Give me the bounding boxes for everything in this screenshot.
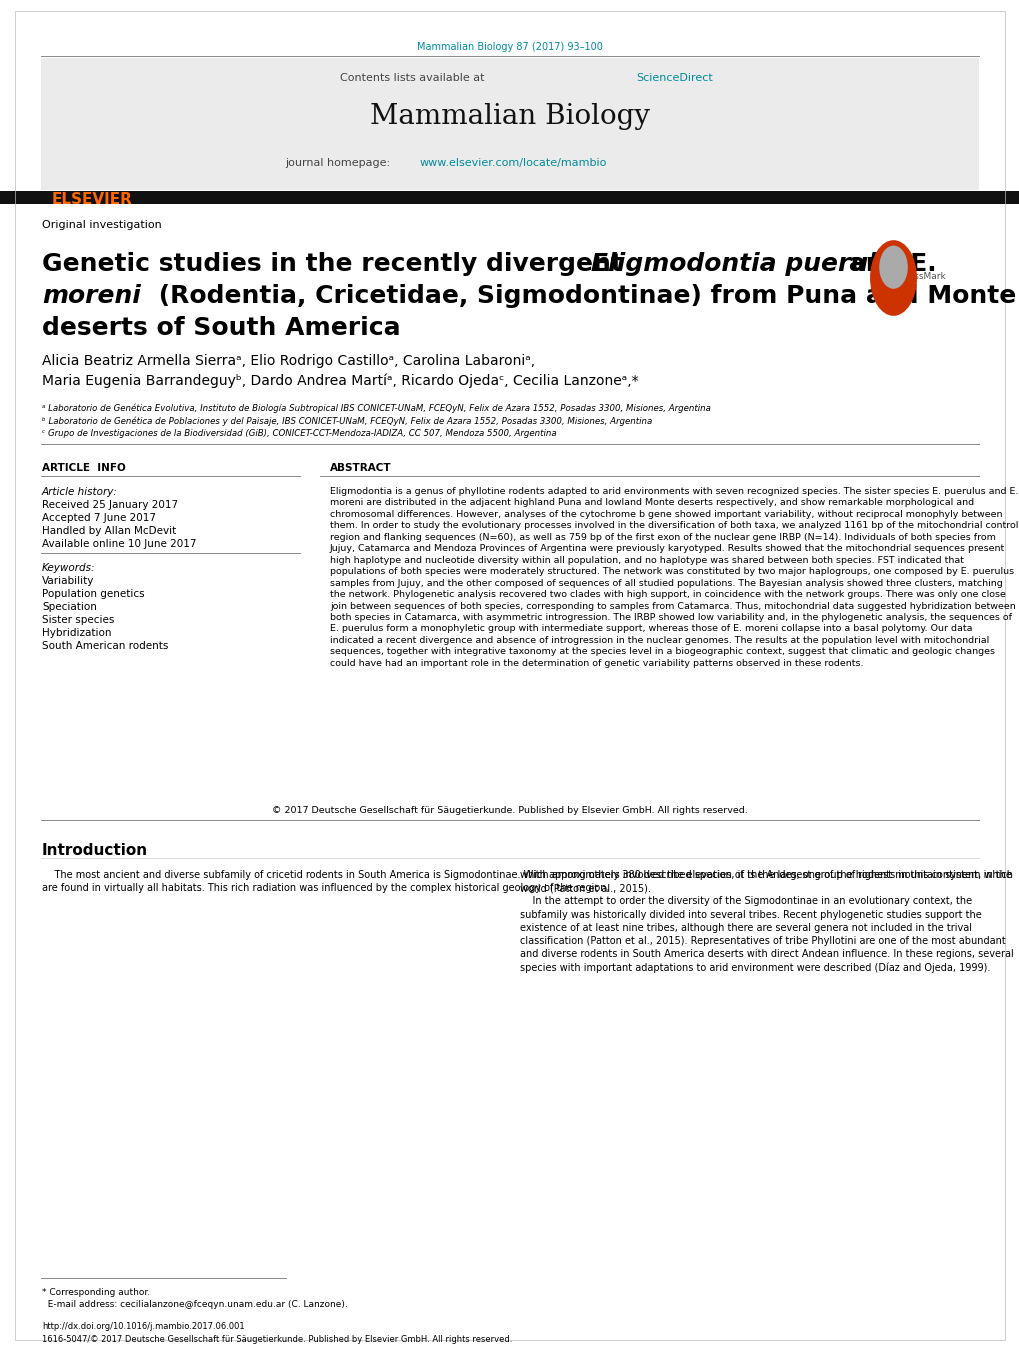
- Text: deserts of South America: deserts of South America: [42, 316, 400, 340]
- Text: Received 25 January 2017: Received 25 January 2017: [42, 500, 178, 509]
- Text: ScienceDirect: ScienceDirect: [636, 73, 712, 82]
- Text: ᵇ Laboratorio de Genética de Poblaciones y del Paisaje, IBS CONICET-UNaM, FCEQyN: ᵇ Laboratorio de Genética de Poblaciones…: [42, 416, 651, 426]
- Bar: [41, 58, 978, 190]
- Ellipse shape: [869, 240, 916, 316]
- Text: Speciation: Speciation: [42, 603, 97, 612]
- Text: Eligmodontia is a genus of phyllotine rodents adapted to arid environments with : Eligmodontia is a genus of phyllotine ro…: [330, 486, 1017, 667]
- Text: (Rodentia, Cricetidae, Sigmodontinae) from Puna and Monte: (Rodentia, Cricetidae, Sigmodontinae) fr…: [150, 284, 1015, 308]
- Text: The most ancient and diverse subfamily of cricetid rodents in South America is S: The most ancient and diverse subfamily o…: [42, 870, 1012, 893]
- Text: 1616-5047/© 2017 Deutsche Gesellschaft für Säugetierkunde. Published by Elsevier: 1616-5047/© 2017 Deutsche Gesellschaft f…: [42, 1335, 512, 1344]
- Text: * Corresponding author.: * Corresponding author.: [42, 1288, 150, 1297]
- Text: ARTICLE  INFO: ARTICLE INFO: [42, 463, 125, 473]
- Text: Genetic studies in the recently divergent: Genetic studies in the recently divergen…: [42, 253, 631, 276]
- Text: Alicia Beatriz Armella Sierraᵃ, Elio Rodrigo Castilloᵃ, Carolina Labaroniᵃ,: Alicia Beatriz Armella Sierraᵃ, Elio Rod…: [42, 354, 535, 367]
- Text: Introduction: Introduction: [42, 843, 148, 858]
- Text: ABSTRACT: ABSTRACT: [330, 463, 391, 473]
- Bar: [0, 190, 1019, 204]
- Text: ᵃ Laboratorio de Genética Evolutiva, Instituto de Biología Subtropical IBS CONIC: ᵃ Laboratorio de Genética Evolutiva, Ins…: [42, 403, 710, 412]
- Text: Keywords:: Keywords:: [42, 563, 96, 573]
- Text: and E.: and E.: [840, 253, 935, 276]
- Text: © 2017 Deutsche Gesellschaft für Säugetierkunde. Published by Elsevier GmbH. All: © 2017 Deutsche Gesellschaft für Säugeti…: [272, 807, 747, 815]
- Text: www.elsevier.com/locate/mambio: www.elsevier.com/locate/mambio: [420, 158, 606, 168]
- Text: Maria Eugenia Barrandeguyᵇ, Dardo Andrea Martíᵃ, Ricardo Ojedaᶜ, Cecilia Lanzone: Maria Eugenia Barrandeguyᵇ, Dardo Andrea…: [42, 374, 638, 389]
- Text: Eligmodontia puerulus: Eligmodontia puerulus: [590, 253, 909, 276]
- Text: which among others involved the elevation of the Andes, one of the highest mount: which among others involved the elevatio…: [520, 870, 1013, 973]
- Text: Mammalian Biology: Mammalian Biology: [370, 103, 649, 130]
- Ellipse shape: [878, 246, 907, 289]
- Text: Original investigation: Original investigation: [42, 220, 162, 230]
- Text: South American rodents: South American rodents: [42, 640, 168, 651]
- Text: Available online 10 June 2017: Available online 10 June 2017: [42, 539, 197, 549]
- Text: Hybridization: Hybridization: [42, 628, 111, 638]
- Text: Variability: Variability: [42, 576, 95, 586]
- Text: Sister species: Sister species: [42, 615, 114, 626]
- Text: Mammalian Biology 87 (2017) 93–100: Mammalian Biology 87 (2017) 93–100: [417, 42, 602, 51]
- Text: http://dx.doi.org/10.1016/j.mambio.2017.06.001: http://dx.doi.org/10.1016/j.mambio.2017.…: [42, 1323, 245, 1331]
- Text: ELSEVIER: ELSEVIER: [52, 192, 132, 207]
- Text: Article history:: Article history:: [42, 486, 118, 497]
- Text: ᶜ Grupo de Investigaciones de la Biodiversidad (GiB), CONICET-CCT-Mendoza-IADIZA: ᶜ Grupo de Investigaciones de la Biodive…: [42, 430, 556, 438]
- Text: Contents lists available at: Contents lists available at: [339, 73, 487, 82]
- Text: Accepted 7 June 2017: Accepted 7 June 2017: [42, 513, 156, 523]
- Text: E-mail address: cecilialanzone@fceqyn.unam.edu.ar (C. Lanzone).: E-mail address: cecilialanzone@fceqyn.un…: [42, 1300, 347, 1309]
- Text: moreni: moreni: [42, 284, 141, 308]
- Text: CrossMark: CrossMark: [899, 272, 946, 281]
- Text: Handled by Allan McDevit: Handled by Allan McDevit: [42, 526, 176, 536]
- Text: Population genetics: Population genetics: [42, 589, 145, 598]
- Text: journal homepage:: journal homepage:: [284, 158, 396, 168]
